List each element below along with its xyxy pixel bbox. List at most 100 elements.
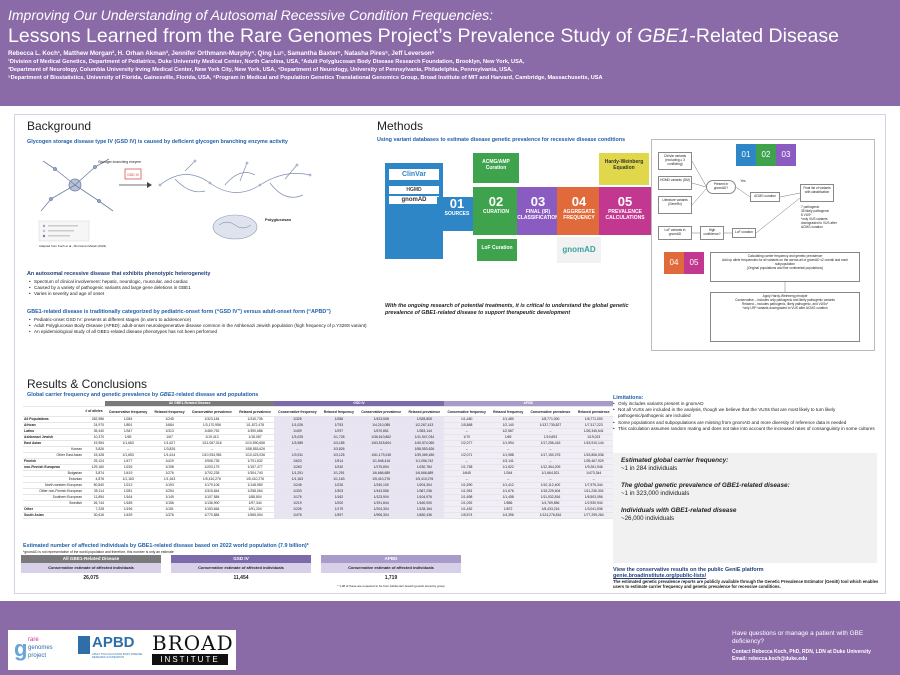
value-cell: 1/204,304 [405, 482, 444, 489]
value-cell: 1/104,976 [405, 494, 444, 501]
value-cell: 1/3,025 [274, 434, 321, 441]
value-cell: 1/5,574 [443, 512, 490, 519]
value-cell: 1/1,412 [489, 482, 527, 489]
limitation-item: Some populations and subpopulations are … [613, 420, 881, 426]
value-cell: 1/196 [105, 506, 152, 513]
value-cell: 1/1,548,416 [357, 458, 406, 465]
value-cell: – [526, 476, 575, 483]
value-cell: 1/6,666,689 [405, 470, 444, 477]
value-cell: 1/8,433,216 [526, 506, 575, 513]
table-row: Swedish 26,744 1/185 1/156 1/136,900 1/97,344… [23, 500, 613, 507]
column-header: Relaxed frequency [489, 406, 527, 417]
affiliation-2: ³Department of Neurology, Columbia Unive… [8, 67, 513, 74]
value-cell: 1/1,988 [489, 452, 527, 459]
value-cell: 1/61,179,245 [357, 452, 406, 459]
flow-literature: Literature variants (GeneRx) [658, 196, 692, 214]
step-04: 04 AGGREGATE FREQUENCY [557, 187, 601, 235]
value-cell: 1/70 [443, 434, 490, 441]
value-cell: 1/148,980 [235, 482, 275, 489]
value-cell: – [357, 446, 406, 453]
value-cell: 1/19,693 [526, 434, 575, 441]
value-cell: 1/149 [151, 494, 188, 501]
column-header: Conservative prevalence [187, 406, 236, 417]
methods-subtitle: Using variant databases to estimate dise… [377, 137, 626, 143]
limitation-item: Not all VUSs are included in the analysi… [613, 407, 881, 419]
value-cell: 1/419 [105, 470, 152, 477]
affected-apbd: APBD Conservative estimate of affected i… [321, 555, 461, 589]
group-header-apbd: APBD [443, 401, 613, 407]
value-cell: 1/1,026 [274, 422, 321, 429]
population-cell: Ashkenazi Jewish [23, 434, 83, 441]
group-header-all: All GBE1-Related Disease [105, 401, 275, 407]
population-cell: Estonian [23, 476, 83, 483]
population-cell: All Populations [23, 416, 83, 423]
value-cell: 1/191,844 [357, 500, 406, 507]
column-header: Conservative frequency [443, 406, 490, 417]
table-row: non-Finnish European 129,160 1/226 1/198 1/2… [23, 464, 613, 471]
population-cell: Other non-Finnish European [23, 488, 83, 495]
alleles-cell: 7,228 [83, 506, 105, 513]
value-cell: 1/5,410,276 [235, 476, 275, 483]
value-cell: 1/409 [274, 428, 321, 435]
value-cell: 1/684 [151, 422, 188, 429]
value-cell: – [489, 446, 527, 453]
value-cell: 1/8,771,000 [526, 416, 575, 423]
flow-calc-box: Calculating carrier frequency and geneti… [710, 252, 860, 282]
value-cell: 1/1,163 [320, 476, 358, 483]
value-cell: 1/17,150,276 [526, 452, 575, 459]
value-cell: 1/419 [151, 458, 188, 465]
value-cell: 1/77,299,264 [574, 512, 613, 519]
population-cell: Finnish [23, 458, 83, 465]
alleles-cell: 282,986 [83, 416, 105, 423]
content-panel: Background Glycogen storage disease type… [14, 114, 886, 594]
value-cell: 1/3,170,956 [187, 422, 236, 429]
apbd-logo: APBD ADULT POLYGLUCOSAN BODY DISEASE RES… [78, 634, 146, 666]
affected-all: All GBE1-Related Disease Conservative es… [21, 555, 161, 583]
table-row: All Populations 282,986 1/284 1/245 1/323,18… [23, 416, 613, 423]
column-header: Relaxed prevalence [235, 406, 275, 417]
value-cell: 1/1,994 [489, 440, 527, 447]
value-cell: 1/323,184 [187, 416, 236, 423]
contact-question: Have questions or manage a patient with … [732, 630, 864, 645]
population-cell: Other East Asian [23, 452, 83, 459]
value-cell: 1/203,179 [187, 464, 236, 471]
value-cell: 1/891 [105, 422, 152, 429]
stat-value: ~1 in 284 individuals [621, 465, 678, 472]
value-cell: 1/390,686 [235, 428, 275, 435]
alleles-cell: 15,428 [83, 452, 105, 459]
methods-puzzle: ClinVar HGMD gnomAD 01 SOURCES ACMG/AMP C… [385, 153, 655, 273]
contact-email[interactable]: Email: rebecca.koch@duke.edu [732, 656, 808, 662]
value-cell: 1/1,872,478 [235, 422, 275, 429]
value-cell: 1/160,000 [405, 500, 444, 507]
genie-body: The estimated genetic prevalence reports… [613, 579, 879, 590]
apbd-logo-mark [78, 636, 90, 654]
title-gene: GBE1 [637, 25, 690, 47]
value-cell: 1/17,256,416 [526, 440, 575, 447]
value-cell: 1/200 [320, 500, 358, 507]
value-cell: 1/1,458 [489, 494, 527, 501]
table-row: Southern European 11,894 1/164 1/149 1/107,5… [23, 494, 613, 501]
flow-clinvar: ClinVar variants (excluding ≥ 3 conflict… [658, 152, 692, 170]
contact-block: Have questions or manage a patient with … [732, 630, 892, 663]
table-row: African 24,970 1/891 1/684 1/3,170,956 1/1,87… [23, 422, 613, 429]
value-cell: 1/69 [105, 434, 152, 441]
value-cell: 1/69 [489, 434, 527, 441]
value-cell: – [443, 476, 490, 483]
value-cell: 1/1,056,742 [405, 458, 444, 465]
value-cell: 1/18,087 [235, 434, 275, 441]
value-cell: 1/2,567 [489, 428, 527, 435]
value-cell: 1/3,125 [320, 452, 358, 459]
value-cell: – [443, 458, 490, 465]
value-cell: 1/2,140 [489, 422, 527, 429]
flow-final-list: Final list of variants with classificati… [800, 184, 834, 202]
table-row: Other East Asian 15,428 1/1,653 1/1,614 1/10… [23, 452, 613, 459]
value-cell: 1/623 [274, 458, 321, 465]
affected-gsd: GSD IV Conservative estimate of affected… [171, 555, 311, 583]
value-cell: 1/3,826 [151, 446, 188, 453]
value-cell: 1/645 [443, 470, 490, 477]
value-cell: 1/1,480 [443, 416, 490, 423]
affiliation-1: ¹Division of Medical Genetics, Departmen… [8, 59, 525, 65]
value-cell: 1/1,452 [443, 506, 490, 513]
value-cell: 1/770,884 [187, 512, 236, 519]
genie-link[interactable]: genie.broadinstitute.org/public-lists/ [613, 573, 707, 579]
